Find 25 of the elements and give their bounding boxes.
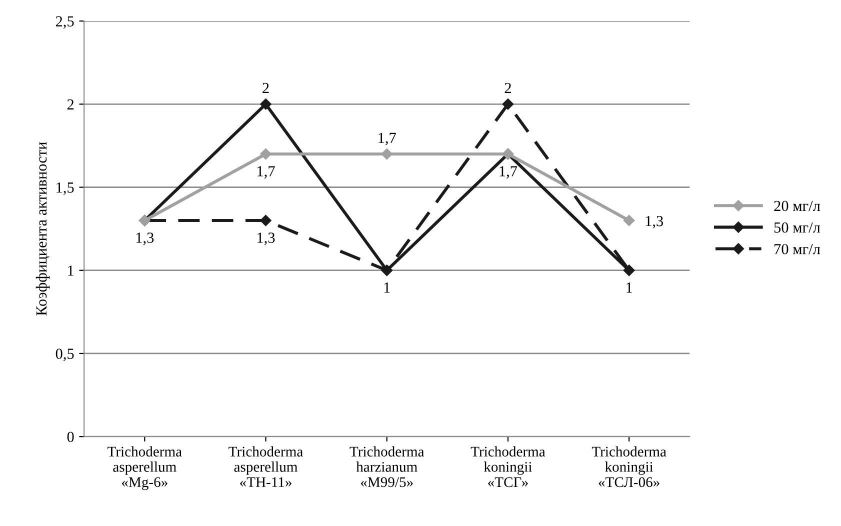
data-label: 1,3 <box>646 216 664 228</box>
x-tick-label: Trichoderma asperellum «TH-11» <box>228 446 303 487</box>
data-label: 1,3 <box>136 232 154 246</box>
x-tick-label: Trichoderma harzianum «M99/5» <box>350 446 424 488</box>
data-label: 2 <box>504 82 511 94</box>
y-tick-label: 2,5 <box>56 16 74 29</box>
x-tick-label: Trichoderma asperellum «Mg-6» <box>108 446 182 490</box>
x-tick-label: Trichoderma koningii «ТСЛ-06» <box>592 446 666 488</box>
data-label: 1,7 <box>378 132 396 146</box>
legend-label: 70 мг/л <box>774 244 820 254</box>
legend-label: 50 мг/л <box>774 222 820 233</box>
y-tick-label: 0 <box>67 432 74 442</box>
data-label: 1,7 <box>500 166 518 179</box>
x-tick-label: Trichoderma koningii «ТСГ» <box>470 446 546 488</box>
y-tick-label: 1 <box>68 266 74 276</box>
data-label: 1 <box>626 282 632 293</box>
y-tick-label: 1,5 <box>56 182 74 195</box>
data-label: 2 <box>262 82 269 94</box>
data-label: 1,7 <box>258 166 275 179</box>
y-tick-label: 2 <box>67 99 74 110</box>
y-axis-title: Коэффициента активности <box>36 142 50 316</box>
y-tick-label: 0,5 <box>56 348 74 362</box>
legend-label: 20 мг/л <box>774 200 820 212</box>
data-label: 1,3 <box>258 232 275 246</box>
data-label: 1 <box>384 282 390 293</box>
